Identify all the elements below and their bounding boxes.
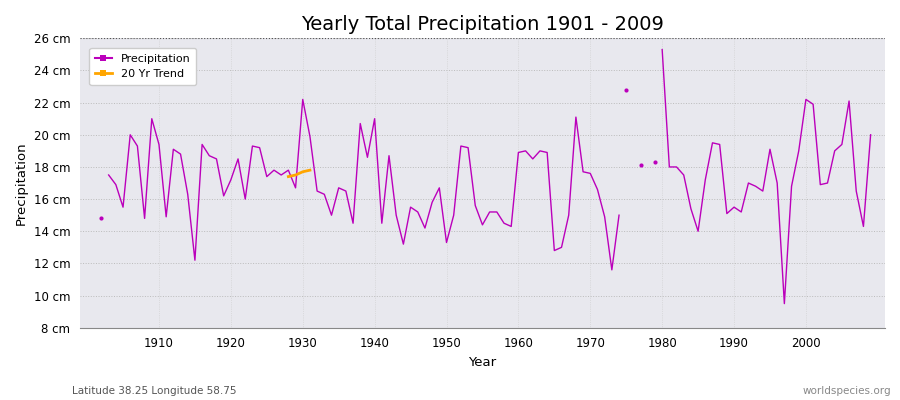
Text: worldspecies.org: worldspecies.org (803, 386, 891, 396)
Text: Latitude 38.25 Longitude 58.75: Latitude 38.25 Longitude 58.75 (72, 386, 237, 396)
X-axis label: Year: Year (468, 356, 497, 369)
Title: Yearly Total Precipitation 1901 - 2009: Yearly Total Precipitation 1901 - 2009 (301, 15, 664, 34)
Legend: Precipitation, 20 Yr Trend: Precipitation, 20 Yr Trend (89, 48, 196, 85)
Y-axis label: Precipitation: Precipitation (15, 141, 28, 225)
